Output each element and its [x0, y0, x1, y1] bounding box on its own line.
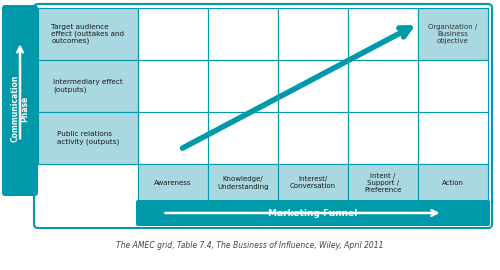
- FancyBboxPatch shape: [34, 4, 492, 228]
- Bar: [138, 60, 208, 112]
- Bar: [38, 8, 138, 60]
- Bar: [348, 164, 418, 202]
- Bar: [208, 8, 278, 60]
- Text: Action: Action: [442, 180, 464, 186]
- Bar: [38, 112, 138, 164]
- Bar: [418, 8, 488, 60]
- Text: Knowledge/
Understanding: Knowledge/ Understanding: [217, 177, 269, 190]
- FancyBboxPatch shape: [2, 5, 38, 196]
- FancyBboxPatch shape: [136, 200, 490, 226]
- Bar: [278, 60, 348, 112]
- Bar: [138, 164, 208, 202]
- Bar: [278, 8, 348, 60]
- Bar: [138, 8, 208, 60]
- Text: Intent /
Support /
Preference: Intent / Support / Preference: [364, 173, 402, 193]
- Text: The AMEC grid, Table 7.4, The Business of Influence, Wiley, April 2011: The AMEC grid, Table 7.4, The Business o…: [116, 241, 384, 249]
- Bar: [38, 60, 138, 112]
- Text: Marketing Funnel: Marketing Funnel: [268, 208, 358, 218]
- Text: Awareness: Awareness: [154, 180, 192, 186]
- Bar: [418, 164, 488, 202]
- Text: Interest/
Conversation: Interest/ Conversation: [290, 177, 336, 190]
- Bar: [208, 60, 278, 112]
- Text: Intermediary effect
(outputs): Intermediary effect (outputs): [53, 79, 123, 93]
- Text: Target audience
effect (outtakes and
outcomes): Target audience effect (outtakes and out…: [52, 23, 125, 45]
- Bar: [348, 8, 418, 60]
- Bar: [278, 112, 348, 164]
- Text: Communication
Phase: Communication Phase: [10, 75, 29, 142]
- Bar: [208, 164, 278, 202]
- Bar: [348, 112, 418, 164]
- Bar: [348, 60, 418, 112]
- Bar: [418, 60, 488, 112]
- Bar: [278, 164, 348, 202]
- Bar: [418, 112, 488, 164]
- Text: Organization /
Business
objective: Organization / Business objective: [428, 24, 478, 44]
- Bar: [138, 112, 208, 164]
- Text: Public relations
activity (outputs): Public relations activity (outputs): [57, 131, 119, 145]
- Bar: [208, 112, 278, 164]
